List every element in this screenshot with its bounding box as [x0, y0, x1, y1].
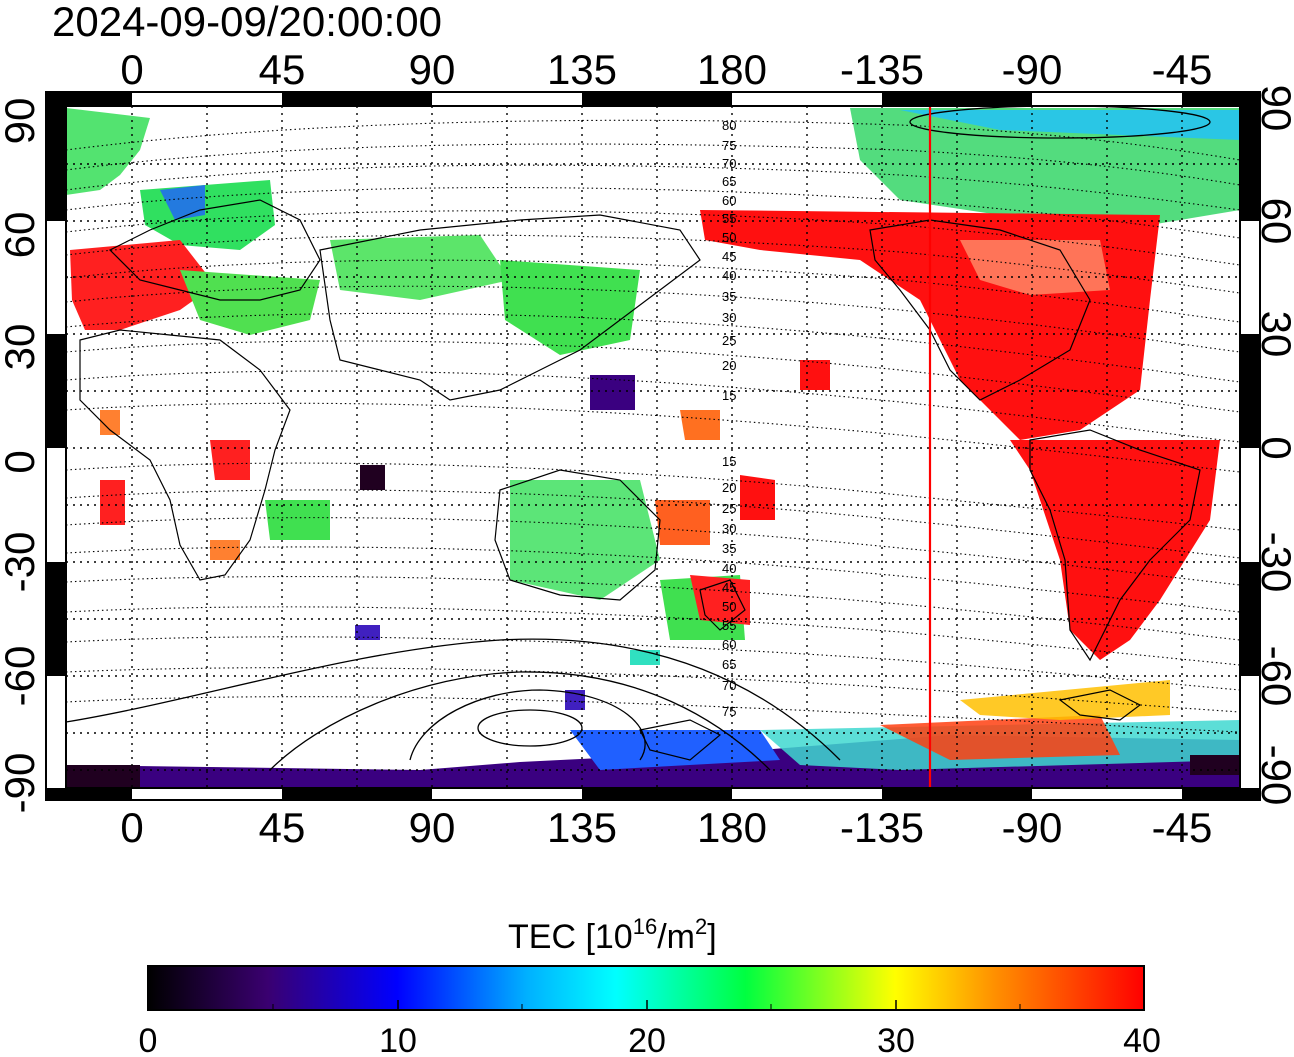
- left-latitude-ticks: 90 60 30 0 -30 -60 -90: [0, 98, 43, 814]
- lon-tick-label: 45: [259, 46, 306, 93]
- colorbar-label-main: TEC [10: [508, 918, 633, 956]
- magnetic-contours: [66, 119, 1240, 733]
- contour-label: 55: [722, 618, 736, 633]
- lat-tick-label: 0: [1253, 436, 1294, 459]
- contour-label: 40: [722, 561, 736, 576]
- lat-tick-label: -30: [1253, 532, 1294, 593]
- contour-label: 15: [722, 454, 736, 469]
- lon-tick-label: 135: [547, 46, 617, 93]
- colorbar-label-end: ]: [707, 918, 716, 956]
- lat-tick-label: 0: [0, 450, 43, 473]
- colorbar-tick-label: 10: [379, 1022, 417, 1057]
- lat-tick-label: 60: [0, 212, 43, 259]
- contour-label: 35: [722, 541, 736, 556]
- bottom-longitude-ticks: 0 45 90 135 180 -135 -90 -45: [120, 804, 1212, 851]
- contour-label: 75: [722, 704, 736, 719]
- contour-label: 60: [722, 637, 736, 652]
- map-area: [45, 91, 1261, 801]
- lon-tick-label: -45: [1152, 46, 1213, 93]
- lat-tick-label: -90: [1253, 745, 1294, 806]
- colorbar-label-exp2: 2: [695, 914, 707, 939]
- contour-label: 50: [722, 230, 736, 245]
- right-latitude-ticks: 90 60 30 0 -30 -60 -90: [1253, 85, 1294, 806]
- lon-tick-label: 90: [409, 46, 456, 93]
- south-pole-contours: [66, 106, 1211, 771]
- lat-tick-label: -60: [0, 646, 43, 707]
- colorbar: [147, 965, 1145, 1011]
- lon-tick-label: 0: [120, 46, 143, 93]
- contour-label: 50: [722, 599, 736, 614]
- contour-label: 70: [722, 678, 736, 693]
- contour-labels-south: 15 20 25 30 35 40 45 50 55 60 65 70 75: [722, 454, 736, 719]
- lon-tick-label: -90: [1002, 46, 1063, 93]
- colorbar-tick-label: 0: [139, 1022, 158, 1057]
- colorbar-tick-label: 30: [877, 1022, 915, 1057]
- svg-text:TEC [1016/m2]: TEC [1016/m2]: [508, 914, 717, 956]
- colorbar-tick-label: 20: [628, 1022, 666, 1057]
- contour-label: 65: [722, 174, 736, 189]
- contour-label: 45: [722, 580, 736, 595]
- map-gridlines: [66, 106, 1240, 788]
- contour-label: 25: [722, 333, 736, 348]
- lat-tick-label: -60: [1253, 646, 1294, 707]
- colorbar-ticks: 0 10 20 30 40: [139, 1022, 1161, 1057]
- lon-tick-label: 90: [409, 804, 456, 851]
- contour-label: 30: [722, 310, 736, 325]
- lon-tick-label: 135: [547, 804, 617, 851]
- contour-label: 75: [722, 138, 736, 153]
- lon-tick-label: 45: [259, 804, 306, 851]
- colorbar-tick-label: 40: [1123, 1022, 1161, 1057]
- contour-label: 15: [722, 388, 736, 403]
- lat-tick-label: 30: [0, 324, 43, 371]
- lon-tick-label: -90: [1002, 804, 1063, 851]
- frame-scale-bars: [46, 92, 1260, 800]
- lon-tick-label: -45: [1152, 804, 1213, 851]
- contour-label: 40: [722, 268, 736, 283]
- contour-label: 45: [722, 249, 736, 264]
- lat-tick-label: -90: [0, 753, 43, 814]
- coastlines: [79, 199, 1201, 761]
- lon-tick-label: -135: [840, 46, 924, 93]
- contour-label: 35: [722, 289, 736, 304]
- top-longitude-ticks: 0 45 90 135 180 -135 -90 -45: [120, 46, 1212, 93]
- map-title: 2024-09-09/20:00:00: [52, 0, 442, 45]
- lon-tick-label: 180: [697, 46, 767, 93]
- lat-tick-label: 90: [0, 98, 43, 145]
- lat-tick-label: 30: [1253, 311, 1294, 358]
- lon-tick-label: 0: [120, 804, 143, 851]
- colorbar-label-mid: /m: [657, 918, 695, 956]
- lat-tick-label: 60: [1253, 198, 1294, 245]
- lat-tick-label: -30: [0, 532, 43, 593]
- contour-label: 20: [722, 358, 736, 373]
- lat-tick-label: 90: [1253, 85, 1294, 132]
- contour-label: 30: [722, 521, 736, 536]
- contour-label: 25: [722, 501, 736, 516]
- contour-label: 80: [722, 118, 736, 133]
- lon-tick-label: 180: [697, 804, 767, 851]
- contour-labels-north: 80 75 70 65 60 55 50 45 40 35 30 25 20 1…: [722, 118, 736, 403]
- colorbar-title: TEC [1016/m2]: [508, 914, 717, 956]
- lon-tick-label: -135: [840, 804, 924, 851]
- colorbar-label-exp1: 16: [633, 914, 657, 939]
- contour-label: 70: [722, 156, 736, 171]
- contour-label: 55: [722, 211, 736, 226]
- contour-label: 60: [722, 193, 736, 208]
- contour-label: 65: [722, 657, 736, 672]
- contour-label: 20: [722, 480, 736, 495]
